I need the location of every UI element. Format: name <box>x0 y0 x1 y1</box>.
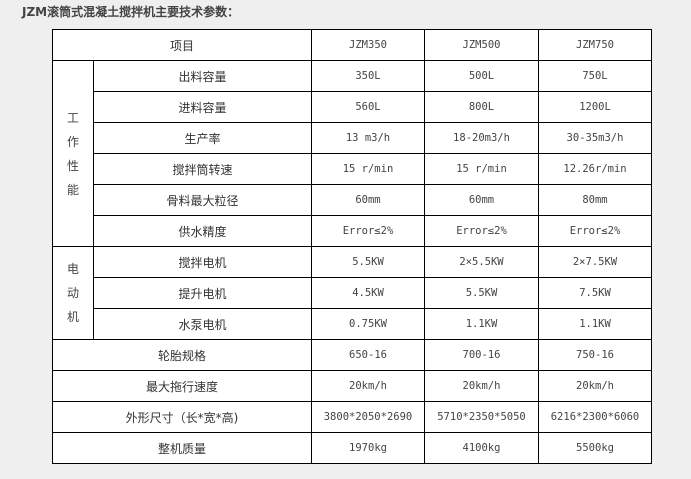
param-value: 800L <box>424 91 539 123</box>
table-row: 轮胎规格 650-16 700-16 750-16 <box>52 339 652 371</box>
param-value: 7.5KW <box>538 277 652 309</box>
param-value: 6216*2300*6060 <box>538 401 652 433</box>
table-row: 供水精度 Error≤2% Error≤2% Error≤2% <box>53 215 652 247</box>
header-model: JZM500 <box>424 29 539 61</box>
param-value: 4100kg <box>424 432 539 464</box>
param-name: 提升电机 <box>93 277 312 309</box>
param-value: 1.1KW <box>424 308 539 340</box>
param-value: 750-16 <box>538 339 652 371</box>
table-row: 最大拖行速度 20km/h 20km/h 20km/h <box>52 370 652 402</box>
param-value: 30-35m3/h <box>538 122 652 154</box>
param-value: 20km/h <box>538 370 652 402</box>
param-value: 13 m3/h <box>311 122 425 154</box>
param-name: 最大拖行速度 <box>52 370 312 402</box>
header-item: 项目 <box>52 29 312 61</box>
param-name: 骨料最大粒径 <box>93 184 312 216</box>
param-value: 5.5KW <box>311 246 425 278</box>
param-value: 15 r/min <box>424 153 539 185</box>
header-model: JZM350 <box>311 29 425 61</box>
group-label-text: 工作性能 <box>66 110 79 197</box>
param-value: 650-16 <box>311 339 425 371</box>
table-row: 水泵电机 0.75KW 1.1KW 1.1KW <box>53 308 652 340</box>
param-value: 4.5KW <box>311 277 425 309</box>
table-row: 电动机 搅拌电机 5.5KW 2×5.5KW 2×7.5KW <box>52 246 652 340</box>
group-label-text: 电动机 <box>66 262 79 324</box>
param-value: 0.75KW <box>311 308 425 340</box>
param-value: 1200L <box>538 91 652 123</box>
param-value: 12.26r/min <box>538 153 652 185</box>
spec-table: 项目 JZM350 JZM500 JZM750 工作性能 出料容量 350L 500L… <box>52 29 652 464</box>
param-name: 进料容量 <box>93 91 312 123</box>
param-value: 750L <box>538 60 652 92</box>
param-value: 3800*2050*2690 <box>311 401 425 433</box>
table-row: 外形尺寸（长*宽*高) 3800*2050*2690 5710*2350*5050 6… <box>52 401 652 433</box>
param-value: Error≤2% <box>538 215 652 247</box>
param-value: Error≤2% <box>311 215 425 247</box>
param-value: 5710*2350*5050 <box>424 401 539 433</box>
param-name: 供水精度 <box>93 215 312 247</box>
param-name: 出料容量 <box>93 60 312 92</box>
table-row: 搅拌筒转速 15 r/min 15 r/min 12.26r/min <box>53 153 652 185</box>
param-value: Error≤2% <box>424 215 539 247</box>
param-value: 5.5KW <box>424 277 539 309</box>
param-value: 700-16 <box>424 339 539 371</box>
page-title: JZM滚筒式混凝土搅拌机主要技术参数： <box>22 5 240 19</box>
param-value: 1970kg <box>311 432 425 464</box>
param-value: 1.1KW <box>538 308 652 340</box>
param-name: 搅拌筒转速 <box>93 153 312 185</box>
group-label: 工作性能 <box>52 60 94 247</box>
param-value: 80mm <box>538 184 652 216</box>
param-value: 2×7.5KW <box>538 246 652 278</box>
table-row: 生产率 13 m3/h 18-20m3/h 30-35m3/h <box>53 122 652 154</box>
param-value: 18-20m3/h <box>424 122 539 154</box>
param-value: 350L <box>311 60 425 92</box>
table-row: 进料容量 560L 800L 1200L <box>53 91 652 123</box>
param-value: 2×5.5KW <box>424 246 539 278</box>
table-row: 骨料最大粒径 60mm 60mm 80mm <box>53 184 652 216</box>
param-name: 轮胎规格 <box>52 339 312 371</box>
param-value: 20km/h <box>424 370 539 402</box>
param-value: 560L <box>311 91 425 123</box>
table-row: 整机质量 1970kg 4100kg 5500kg <box>52 432 652 464</box>
param-name: 水泵电机 <box>93 308 312 340</box>
table-row: 提升电机 4.5KW 5.5KW 7.5KW <box>53 277 652 309</box>
param-value: 500L <box>424 60 539 92</box>
table-row: 工作性能 出料容量 350L 500L 750L <box>52 60 652 247</box>
header-row: 项目 JZM350 JZM500 JZM750 <box>52 29 652 61</box>
param-name: 整机质量 <box>52 432 312 464</box>
param-value: 15 r/min <box>311 153 425 185</box>
group-label: 电动机 <box>52 246 94 340</box>
param-value: 60mm <box>311 184 425 216</box>
param-value: 20km/h <box>311 370 425 402</box>
header-model: JZM750 <box>538 29 652 61</box>
param-name: 搅拌电机 <box>93 246 312 278</box>
param-value: 60mm <box>424 184 539 216</box>
param-name: 生产率 <box>93 122 312 154</box>
param-name: 外形尺寸（长*宽*高) <box>52 401 312 433</box>
param-value: 5500kg <box>538 432 652 464</box>
